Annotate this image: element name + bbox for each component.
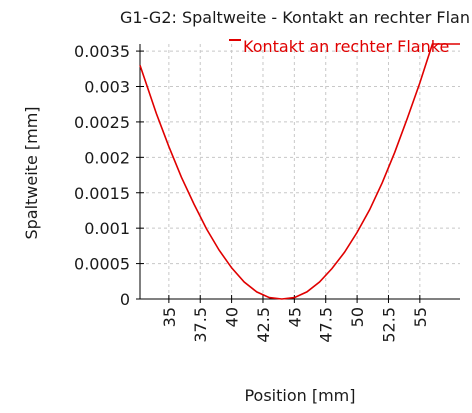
y-tick-label: 0.0025 [74, 113, 130, 132]
chart-title: G1-G2: Spaltweite - Kontakt an rechter F… [120, 8, 470, 27]
axes [139, 44, 460, 300]
series-line [139, 43, 460, 300]
y-tick-label: 0.003 [84, 78, 130, 97]
x-tick-label: 50 [348, 307, 367, 327]
y-tick-label: 0.0015 [74, 184, 130, 203]
x-tick-label: 42.5 [254, 307, 273, 343]
y-tick-label: 0.0035 [74, 42, 130, 61]
x-tick-label: 45 [285, 307, 304, 327]
x-tick-label: 40 [223, 307, 242, 327]
x-tick-label: 47.5 [317, 307, 336, 343]
y-axis-ticks: 0 0.0005 0.001 0.0015 0.002 0.0025 0.003 0.0035 [74, 42, 144, 309]
x-tick-label: 37.5 [191, 307, 210, 343]
grid [140, 44, 460, 300]
y-tick-label: 0.0005 [74, 255, 130, 274]
x-axis-label: Position [mm] [244, 386, 355, 405]
y-axis-label: Spaltweite [mm] [22, 106, 41, 239]
y-tick-label: 0.002 [84, 148, 130, 167]
series-layer [139, 43, 460, 300]
x-tick-label: 55 [411, 307, 430, 327]
x-tick-label: 52.5 [379, 307, 398, 343]
x-axis-ticks: 35 37.5 40 42.5 45 47.5 50 52.5 55 [160, 295, 430, 343]
x-tick-label: 35 [160, 307, 179, 327]
y-tick-label: 0.001 [84, 219, 130, 238]
legend-label: Kontakt an rechter Flanke [243, 37, 449, 56]
y-tick-label: 0 [120, 290, 130, 309]
legend: Kontakt an rechter Flanke [229, 37, 449, 56]
